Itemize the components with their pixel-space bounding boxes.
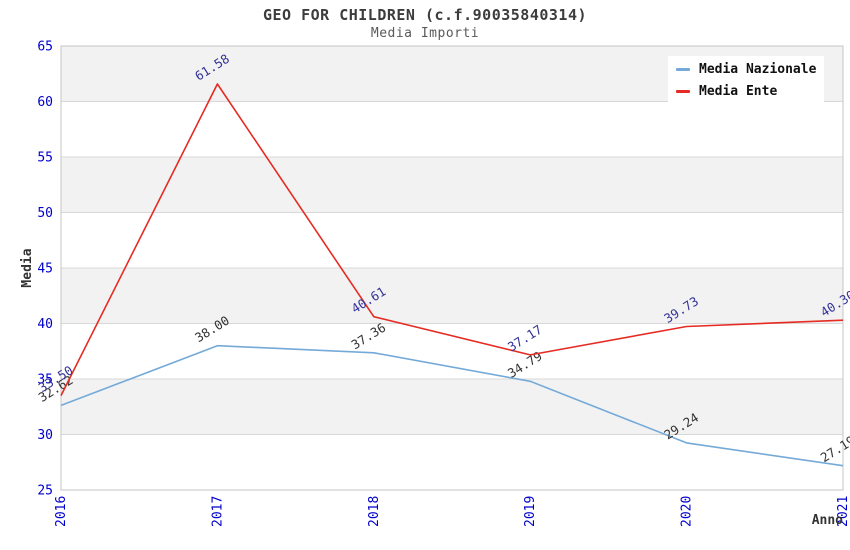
- x-tick-label: 2017: [210, 496, 225, 527]
- x-axis-title: Anno: [812, 513, 843, 528]
- y-tick-label: 55: [37, 151, 53, 166]
- chart-title: GEO FOR CHILDREN (c.f.90035840314): [262, 6, 588, 24]
- x-tick-label: 2016: [54, 496, 69, 527]
- plot-band: [61, 379, 843, 435]
- y-tick-label: 25: [37, 484, 53, 499]
- plot-band: [61, 101, 843, 157]
- x-tick-label: 2018: [367, 496, 382, 527]
- legend-item-media-ente: Media Ente: [676, 84, 820, 99]
- x-tick-label: 2020: [680, 496, 695, 527]
- series-line-media-nazionale: [60, 344, 844, 467]
- y-tick-label: 45: [37, 262, 53, 277]
- x-tick-label: 2019: [523, 496, 538, 527]
- plot-band: [61, 434, 843, 490]
- x-tick-label: 2021: [836, 496, 850, 527]
- plot-band: [61, 157, 843, 213]
- y-tick-label: 30: [37, 428, 53, 443]
- legend-label-media-nazionale: Media Nazionale: [699, 62, 817, 77]
- plot-border: [60, 45, 844, 491]
- y-axis-title: Media: [20, 248, 35, 287]
- y-tick-label: 60: [37, 95, 53, 110]
- series-line-media-ente: [60, 83, 844, 396]
- plot-band: [61, 212, 843, 268]
- y-tick-label: 65: [37, 40, 53, 55]
- plot-band: [61, 268, 843, 324]
- chart-subtitle: Media Importi: [370, 26, 480, 41]
- y-tick-label: 35: [37, 373, 53, 388]
- legend-item-media-nazionale: Media Nazionale: [676, 62, 820, 77]
- legend: Media Nazionale Media Ente: [668, 56, 824, 105]
- legend-label-media-ente: Media Ente: [699, 84, 778, 99]
- plot-band: [61, 323, 843, 379]
- y-tick-label: 50: [37, 206, 53, 221]
- legend-swatch-media-nazionale: [676, 68, 690, 71]
- y-tick-label: 40: [37, 317, 53, 332]
- legend-swatch-media-ente: [676, 90, 690, 93]
